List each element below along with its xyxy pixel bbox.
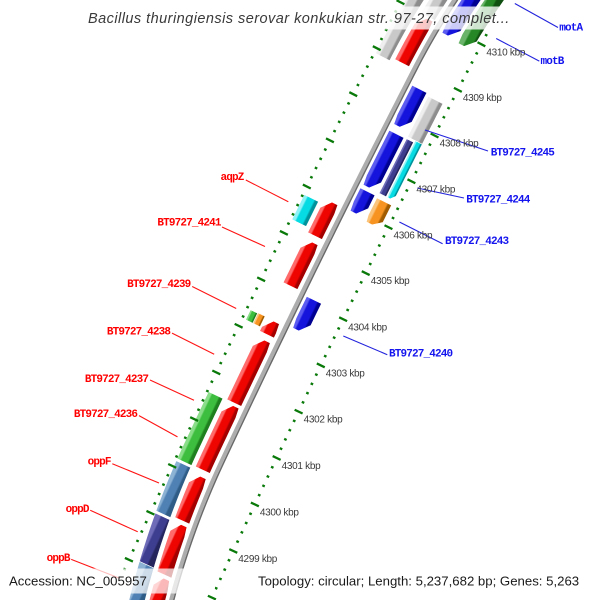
svg-text:BT9727_4238: BT9727_4238 <box>107 326 172 338</box>
svg-text:Topology: circular; Length: 5,: Topology: circular; Length: 5,237,682 bp… <box>258 574 579 589</box>
svg-text:4305 kbp: 4305 kbp <box>371 276 410 287</box>
svg-text:4300 kbp: 4300 kbp <box>260 508 299 519</box>
svg-text:oppD: oppD <box>66 504 90 516</box>
svg-text:BT9727_4240: BT9727_4240 <box>389 348 453 360</box>
svg-text:BT9727_4243: BT9727_4243 <box>445 236 510 248</box>
svg-text:motB: motB <box>541 56 565 68</box>
svg-text:4299 kbp: 4299 kbp <box>238 554 277 565</box>
svg-text:4308 kbp: 4308 kbp <box>440 139 479 150</box>
svg-text:BT9727_4236: BT9727_4236 <box>74 409 138 421</box>
svg-text:4302 kbp: 4302 kbp <box>304 415 343 426</box>
svg-text:BT9727_4239: BT9727_4239 <box>127 279 191 291</box>
svg-text:BT9727_4245: BT9727_4245 <box>491 148 556 160</box>
svg-text:BT9727_4241: BT9727_4241 <box>157 217 222 229</box>
svg-text:4306 kbp: 4306 kbp <box>394 230 433 241</box>
svg-text:oppF: oppF <box>88 456 111 468</box>
svg-text:4310 kbp: 4310 kbp <box>486 47 525 58</box>
svg-text:Accession: NC_005957: Accession: NC_005957 <box>9 574 147 589</box>
svg-text:4304 kbp: 4304 kbp <box>348 322 387 333</box>
svg-text:4303 kbp: 4303 kbp <box>326 369 365 380</box>
svg-text:oppB: oppB <box>47 553 71 565</box>
svg-text:aqpZ: aqpZ <box>220 172 244 184</box>
svg-text:BT9727_4237: BT9727_4237 <box>85 374 149 386</box>
svg-text:4309 kbp: 4309 kbp <box>463 93 502 104</box>
svg-text:Bacillus thuringiensis serovar: Bacillus thuringiensis serovar konkukian… <box>88 11 510 27</box>
svg-text:BT9727_4244: BT9727_4244 <box>466 194 531 206</box>
svg-text:motA: motA <box>559 22 583 34</box>
svg-text:4307 kbp: 4307 kbp <box>416 184 455 195</box>
svg-text:4301 kbp: 4301 kbp <box>282 461 321 472</box>
